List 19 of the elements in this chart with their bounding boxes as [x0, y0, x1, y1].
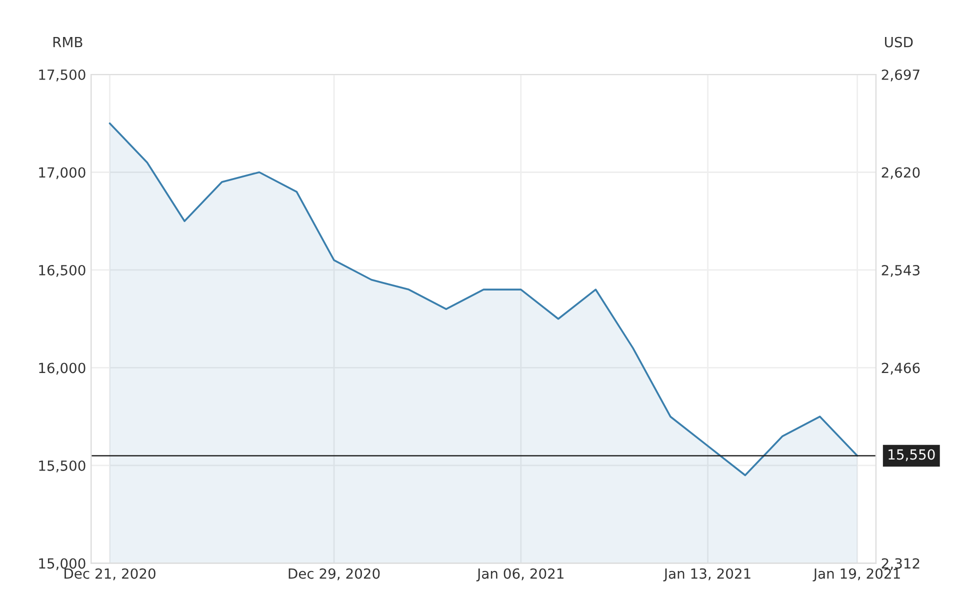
x-tick-label: Jan 06, 2021 — [476, 568, 564, 582]
y2-tick-label: 2,620 — [882, 167, 920, 180]
y-tick-label: 17,000 — [39, 167, 86, 180]
y2-axis-title: USD — [885, 36, 913, 48]
y-tick-label: 16,500 — [39, 264, 86, 277]
y2-tick-label: 2,543 — [882, 264, 920, 277]
y2-tick-label: 2,697 — [882, 69, 920, 82]
ref-line-label: 15,550 — [888, 449, 935, 462]
x-tick-label: Dec 21, 2020 — [64, 568, 156, 580]
y-axis-title: RMB — [53, 37, 82, 48]
y2-tick-label: 2,312 — [882, 558, 920, 570]
y-tick-label: 15,500 — [39, 460, 86, 472]
x-tick-label: Jan 13, 2021 — [663, 568, 750, 582]
x-tick-label: Dec 29, 2020 — [288, 568, 380, 580]
y-tick-label: 17,500 — [39, 69, 86, 82]
y-tick-label: 16,000 — [39, 362, 86, 375]
x-tick-label: Jan 19, 2021 — [812, 568, 900, 582]
y2-tick-label: 2,466 — [882, 362, 920, 375]
y-tick-label: 15,000 — [39, 558, 86, 570]
